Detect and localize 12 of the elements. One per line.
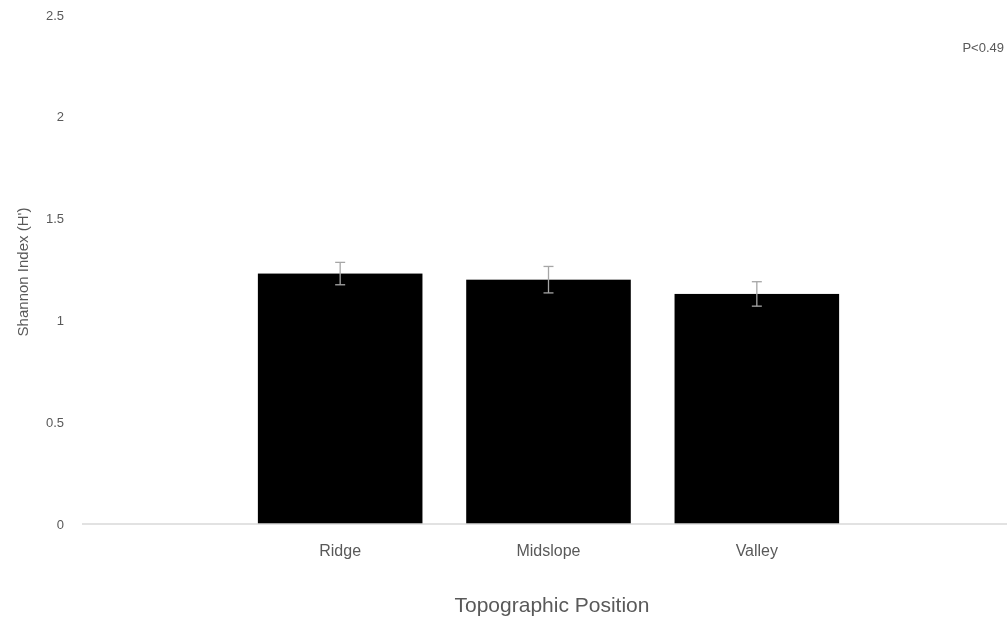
- y-tick-label: 2: [56, 109, 64, 125]
- x-axis-title: Topographic Position: [454, 593, 650, 616]
- x-tick-label: Ridge: [319, 542, 362, 559]
- annotation: P<0.49: [962, 40, 1004, 55]
- x-tick-label: Valley: [735, 542, 779, 559]
- y-tick-label: 0.5: [45, 414, 64, 430]
- y-tick-label: 1.5: [45, 211, 64, 227]
- y-tick-label: 0: [56, 516, 64, 532]
- y-tick-label: 1: [56, 312, 64, 328]
- x-tick-label: Midslope: [516, 542, 581, 559]
- y-tick-label: 2.5: [45, 7, 64, 23]
- y-axis-title: Shannon Index (H'): [14, 207, 31, 337]
